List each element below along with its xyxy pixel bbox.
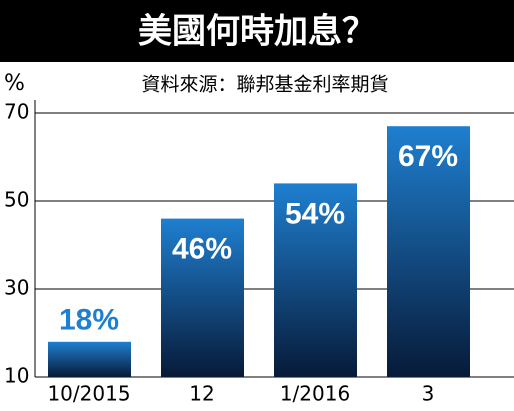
- y-tick-label: 50: [4, 188, 29, 212]
- bar: [161, 218, 244, 377]
- x-tick-label: 3: [422, 382, 435, 406]
- bar: [387, 126, 470, 377]
- value-label: 67%: [398, 140, 458, 173]
- y-tick-label: 70: [4, 100, 29, 124]
- x-tick-label: 1/2016: [280, 382, 350, 406]
- y-axis-label: %: [4, 71, 25, 96]
- value-label: 46%: [172, 233, 232, 266]
- title-banner: [0, 0, 514, 62]
- value-label: 18%: [59, 304, 119, 337]
- chart-title: 美國何時加息？: [138, 12, 376, 52]
- bar: [274, 183, 357, 377]
- x-tick-label: 10/2015: [47, 382, 130, 406]
- y-tick-label: 30: [4, 276, 29, 300]
- subtitle: 資料來源：聯邦基金利率期貨: [141, 74, 388, 96]
- x-tick-label: 12: [189, 382, 214, 406]
- value-label: 54%: [285, 197, 345, 230]
- y-tick-label: 10: [4, 364, 29, 388]
- bar: [48, 341, 131, 377]
